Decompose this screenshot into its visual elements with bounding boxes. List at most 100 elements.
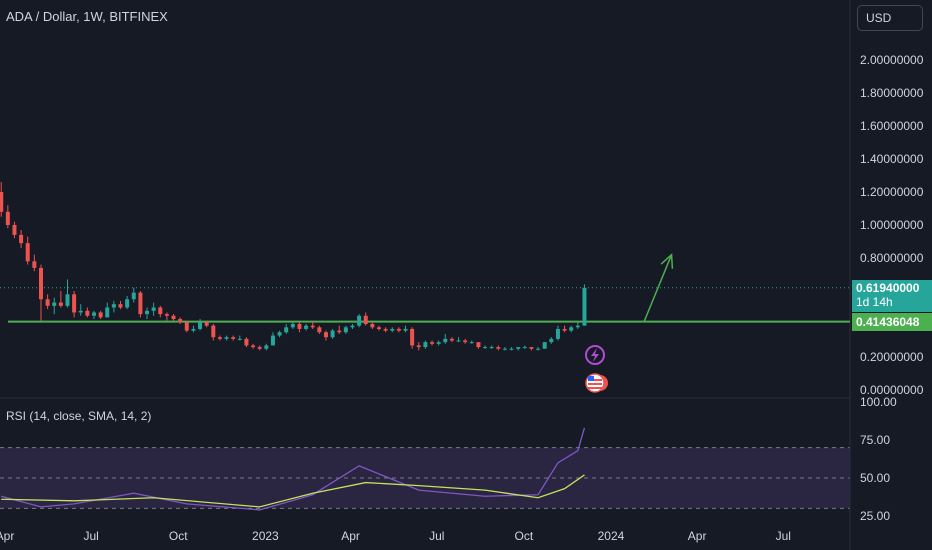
time-tick-label: Apr xyxy=(341,529,360,543)
candle-body xyxy=(330,330,335,338)
candle-body xyxy=(264,345,269,349)
candle-body xyxy=(575,325,580,328)
candle-body xyxy=(78,310,83,313)
symbol-title[interactable]: ADA / Dollar, 1W, BITFINEX xyxy=(6,9,168,24)
rsi-tick-label: 75.00 xyxy=(860,433,890,447)
candle-body xyxy=(317,327,322,333)
candle-body xyxy=(436,342,441,344)
candle-body xyxy=(111,304,116,308)
candle-body xyxy=(244,338,249,346)
candle-body xyxy=(85,310,90,316)
candle-body xyxy=(45,299,50,306)
candle-body xyxy=(277,332,282,336)
candle-body xyxy=(509,348,514,350)
candle-body xyxy=(125,299,130,308)
candle-body xyxy=(350,325,355,328)
price-tick-label: 1.00000000 xyxy=(860,218,924,232)
rsi-tick-label: 50.00 xyxy=(860,471,890,485)
candle-body xyxy=(310,325,315,328)
candle-body xyxy=(204,322,209,326)
candle-body xyxy=(430,342,435,344)
candle-body xyxy=(38,267,43,300)
price-tick-label: 1.40000000 xyxy=(860,152,924,166)
candle-body xyxy=(496,347,501,349)
candle-body xyxy=(469,342,474,344)
candle-body xyxy=(416,345,421,348)
projection-arrow-head[interactable] xyxy=(660,253,674,269)
candle-body xyxy=(370,324,375,328)
time-tick-label: 2023 xyxy=(252,529,279,543)
candle-body xyxy=(423,342,428,348)
us-flag-event-icon[interactable] xyxy=(585,373,608,393)
candle-body xyxy=(555,328,560,339)
price-tick-label: 1.60000000 xyxy=(860,119,924,133)
rsi-title[interactable]: RSI (14, close, SMA, 14, 2) xyxy=(6,409,152,423)
candle-body xyxy=(105,307,110,318)
candle-body xyxy=(270,335,275,346)
candle-body xyxy=(363,315,368,324)
time-tick-label: Jul xyxy=(429,529,444,543)
candle-body xyxy=(476,342,481,348)
price-tick-label: 1.80000000 xyxy=(860,86,924,100)
rsi-tick-label: 25.00 xyxy=(860,509,890,523)
candle-body xyxy=(449,338,454,341)
candle-body xyxy=(52,302,57,306)
candle-body xyxy=(542,342,547,349)
candle-body xyxy=(257,347,262,349)
candle-body xyxy=(569,327,574,331)
candle-body xyxy=(92,312,97,316)
candle-body xyxy=(178,319,183,323)
lightning-event-icon[interactable] xyxy=(585,345,605,365)
projection-arrow-shaft[interactable] xyxy=(643,254,673,322)
candle-body xyxy=(25,243,30,262)
candle-body xyxy=(483,347,488,349)
candle-body xyxy=(456,340,461,342)
rsi-tick-label: 100.00 xyxy=(860,395,897,409)
candle-body xyxy=(522,347,527,349)
candle-body xyxy=(536,348,541,350)
candle-body xyxy=(343,327,348,333)
candle-body xyxy=(463,340,468,343)
time-tick-label: Oct xyxy=(515,529,534,543)
candle-body xyxy=(98,312,103,318)
candle-body xyxy=(403,328,408,331)
candle-body xyxy=(0,192,4,212)
candle-body xyxy=(19,234,24,244)
candle-body xyxy=(118,304,123,308)
candle-body xyxy=(376,327,381,329)
candle-body xyxy=(549,338,554,343)
candle-body xyxy=(502,348,507,350)
candle-body xyxy=(410,328,415,346)
candle-body xyxy=(164,314,169,316)
projection-arrow[interactable] xyxy=(643,253,674,322)
candle-body xyxy=(171,315,176,320)
candle-body xyxy=(131,292,136,300)
price-tick-label: 0.80000000 xyxy=(860,251,924,265)
time-tick-label: 2024 xyxy=(598,529,625,543)
candle-body xyxy=(58,302,63,306)
current-price-tag: 0.61940000 1d 14h xyxy=(852,280,932,312)
candle-body xyxy=(32,261,37,268)
candle-body xyxy=(489,347,494,349)
candle-body xyxy=(443,338,448,343)
candles xyxy=(0,182,587,351)
candle-body xyxy=(237,338,242,340)
candle-body xyxy=(562,328,567,331)
rsi-lines xyxy=(1,427,586,511)
candle-body xyxy=(65,294,70,306)
candle-body xyxy=(529,347,534,349)
support-level[interactable] xyxy=(0,287,850,323)
candle-body xyxy=(72,294,77,313)
candle-body xyxy=(224,337,229,339)
candle-body xyxy=(290,324,295,328)
candle-body xyxy=(151,307,156,311)
candle-body xyxy=(337,330,342,333)
rsi-ma-line xyxy=(1,474,585,508)
candle-body xyxy=(198,322,203,329)
currency-button[interactable]: USD xyxy=(857,5,923,31)
candle-body xyxy=(396,328,401,331)
rsi-axis[interactable]: 100.00 75.00 50.00 25.00 xyxy=(860,395,897,523)
time-axis[interactable]: Apr Jul Oct 2023 Apr Jul Oct 2024 Apr Jul xyxy=(0,529,791,543)
price-axis[interactable]: 2.00000000 1.80000000 1.60000000 1.40000000… xyxy=(860,53,924,397)
